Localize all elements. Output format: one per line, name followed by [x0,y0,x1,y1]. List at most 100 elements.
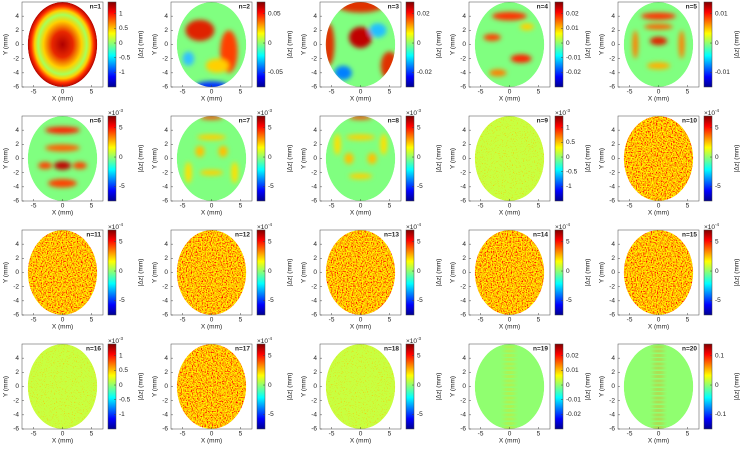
panel-title: n=14 [533,232,548,239]
x-tick-label: -5 [180,89,186,96]
stripe [504,384,515,386]
x-tick-label: -5 [329,317,335,324]
x-axis-label: X (mm) [648,438,669,445]
blob [205,58,229,73]
x-axis-label: X (mm) [499,438,520,445]
x-tick-label: -5 [31,431,37,438]
stripe [504,418,515,420]
colorbar-tick-label: -5 [268,297,274,304]
blob [334,65,352,80]
x-axis-label: X (mm) [350,96,371,103]
colorbar-tick-label: 5 [417,124,421,131]
y-tick-label: 0 [164,41,168,48]
stripe [504,392,515,395]
x-tick-label: 5 [686,317,690,324]
y-tick-label: 4 [15,127,19,134]
y-tick-label: -2 [13,169,19,176]
colorbar-tick-label: 0.01 [566,367,579,374]
blob [325,23,335,66]
exponent-base: ×10 [257,338,268,345]
heatmap-image [623,2,694,87]
colorbar-exponent: ×10-4 [704,108,720,117]
x-tick-label: 0 [61,431,65,438]
colorbar [256,343,266,430]
y-axis-label: Y (mm) [152,376,159,397]
stripe [653,380,664,382]
colorbar-label: |Δz| (mm) [734,373,741,401]
exponent-power: -4 [715,108,719,113]
colorbar-tick-label: 0 [119,40,123,47]
y-tick-label: -2 [311,55,317,62]
colorbar-label: |Δz| (mm) [734,145,741,173]
colorbar [703,115,713,202]
y-axis-label: Y (mm) [599,148,606,169]
colorbar-label: |Δz| (mm) [138,373,145,401]
stripe [504,422,515,425]
y-tick-label: 2 [462,369,466,376]
y-tick-label: 4 [164,241,168,248]
colorbar-tick-label: 0 [417,268,421,275]
y-tick-label: -2 [460,397,466,404]
stripe [653,363,664,365]
panel-title: n=5 [686,4,698,11]
exponent-power: -3 [566,108,570,113]
x-axis-label: X (mm) [648,96,669,103]
y-tick-label: 4 [164,355,168,362]
panel: n=19 -5 0 5 4 2 0 -2 -4 -6 X (mm) Y (mm) 0.02 0.01 0 -0… [450,343,592,445]
x-tick-label: 0 [359,317,363,324]
stripe [653,388,664,391]
x-tick-label: -5 [31,89,37,96]
blobs [483,11,534,77]
y-tick-label: 4 [462,241,466,248]
field [27,116,98,201]
y-tick-label: 0 [462,41,466,48]
y-axis-label: Y (mm) [450,376,457,397]
colorbar-tick-label: 0 [566,268,570,275]
exponent-power: -4 [119,222,123,227]
y-tick-label: -2 [311,397,317,404]
colorbar-tick-label: 0 [566,154,570,161]
y-tick-label: 4 [15,13,19,20]
colorbar-tick-label: 0.02 [566,10,579,17]
colorbar-tick-label: 0 [715,154,719,161]
exponent-base: ×10 [406,224,417,231]
x-axis-label: X (mm) [201,324,222,331]
field [623,344,694,429]
colorbar [256,229,266,316]
colorbar-tick-label: 0 [417,382,421,389]
colorbar-tick-label: 5 [417,352,421,359]
y-axis-label: Y (mm) [301,148,308,169]
colorbar-tick-label: -1 [119,411,125,418]
x-tick-label: 5 [388,89,392,96]
exponent-power: -4 [268,336,272,341]
panel-title: n=9 [537,118,549,125]
y-tick-label: 2 [164,27,168,34]
colorbar-tick-label: 0 [268,382,272,389]
blob [197,134,226,141]
panel-title: n=18 [384,346,399,353]
panel-title: n=4 [537,4,549,11]
blob [492,11,527,21]
colorbar-tick-label: 0 [268,268,272,275]
heatmap-image [27,116,98,201]
y-tick-label: -4 [13,70,19,77]
y-axis-label: Y (mm) [450,262,457,283]
colorbar-tick-label: 5 [715,124,719,131]
colorbar [405,115,415,202]
colorbar-exponent: ×10-3 [406,336,422,345]
blob [678,30,685,59]
colorbar-tick-label: 0 [715,268,719,275]
y-tick-label: -2 [162,397,168,404]
exponent-base: ×10 [555,224,566,231]
stripe [653,342,663,344]
x-tick-label: 5 [537,317,541,324]
y-axis-label: Y (mm) [599,262,606,283]
y-tick-label: 2 [611,369,615,376]
y-tick-label: -6 [460,312,466,319]
x-tick-label: 0 [359,89,363,96]
colorbar-exponent: ×10-4 [406,222,422,231]
y-tick-label: -6 [460,198,466,205]
